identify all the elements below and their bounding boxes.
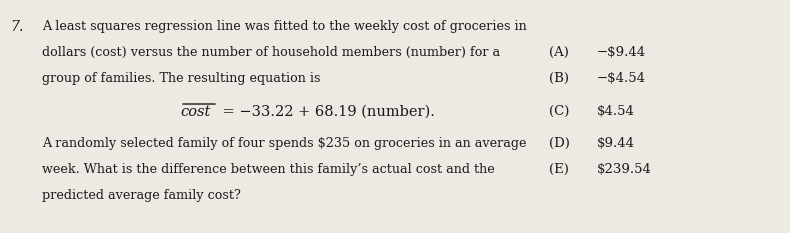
Text: group of families. The resulting equation is: group of families. The resulting equatio… [42, 72, 321, 85]
Text: (A): (A) [549, 46, 569, 59]
Text: $239.54: $239.54 [596, 163, 651, 176]
Text: $9.44: $9.44 [596, 137, 634, 150]
Text: A randomly selected family of four spends $235 on groceries in an average: A randomly selected family of four spend… [42, 137, 526, 150]
Text: (B): (B) [549, 72, 569, 85]
Text: = −33.22 + 68.19 (number).: = −33.22 + 68.19 (number). [218, 105, 434, 119]
Text: week. What is the difference between this family’s actual cost and the: week. What is the difference between thi… [42, 163, 495, 176]
Text: (D): (D) [549, 137, 570, 150]
Text: cost: cost [180, 105, 210, 119]
Text: $4.54: $4.54 [596, 105, 634, 118]
Text: −$4.54: −$4.54 [596, 72, 645, 85]
Text: dollars (cost) versus the number of household members (number) for a: dollars (cost) versus the number of hous… [42, 46, 500, 59]
Text: (E): (E) [549, 163, 569, 176]
Text: 7.: 7. [10, 20, 24, 34]
Text: predicted average family cost?: predicted average family cost? [42, 189, 241, 202]
Text: −$9.44: −$9.44 [596, 46, 645, 59]
Text: A least squares regression line was fitted to the weekly cost of groceries in: A least squares regression line was fitt… [42, 20, 527, 33]
Text: (C): (C) [549, 105, 570, 118]
